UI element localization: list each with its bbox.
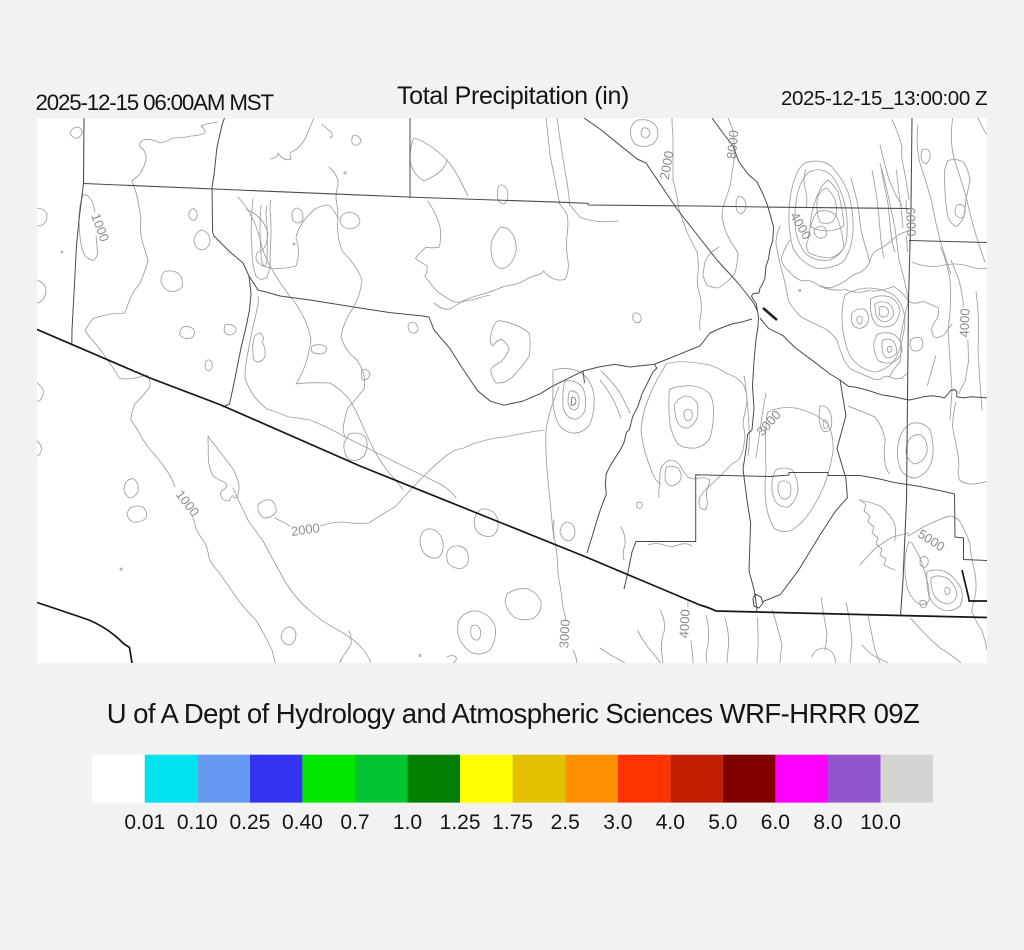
svg-text:2000: 2000 bbox=[290, 520, 321, 539]
svg-text:6000: 6000 bbox=[903, 207, 919, 236]
svg-text:3000: 3000 bbox=[556, 619, 572, 649]
svg-text:8000: 8000 bbox=[724, 130, 741, 160]
svg-text:4000: 4000 bbox=[676, 609, 692, 639]
svg-text:2000: 2000 bbox=[657, 150, 677, 181]
svg-text:4000: 4000 bbox=[957, 308, 973, 337]
